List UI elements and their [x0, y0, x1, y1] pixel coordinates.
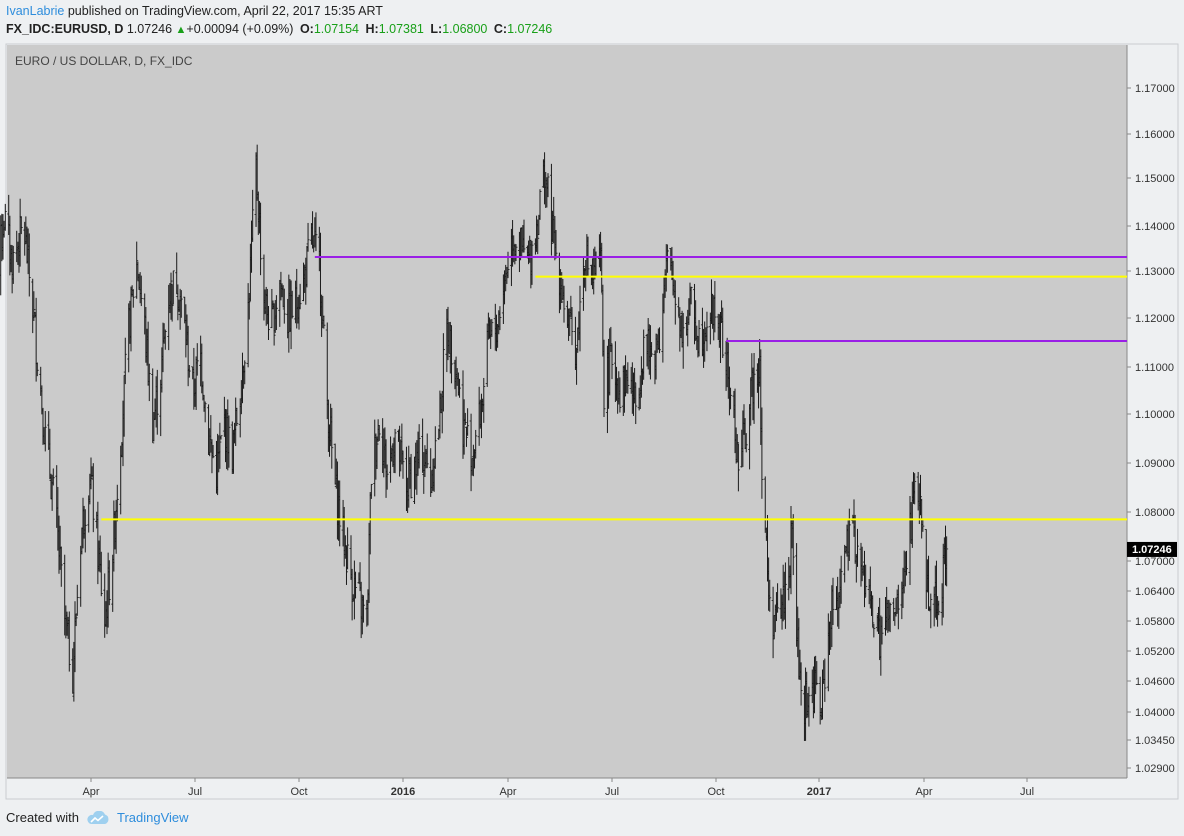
- tradingview-cloud-icon: [87, 810, 109, 824]
- author-link[interactable]: IvanLabrie: [6, 4, 65, 18]
- y-tick-label: 1.17000: [1135, 83, 1175, 95]
- x-tick-label: 2017: [807, 786, 831, 798]
- y-tick-label: 1.07000: [1135, 556, 1175, 568]
- high-label: H:: [365, 22, 379, 36]
- tradingview-link[interactable]: TradingView: [116, 810, 189, 825]
- y-tick-label: 1.08000: [1135, 507, 1175, 519]
- y-tick-label: 1.03450: [1135, 735, 1175, 747]
- y-tick-label: 1.06400: [1135, 586, 1175, 598]
- y-tick-label: 1.09000: [1135, 458, 1175, 470]
- y-tick-label: 1.04000: [1135, 707, 1175, 719]
- published-text: published on TradingView.com, April 22, …: [67, 4, 383, 18]
- x-tick-label: Oct: [707, 786, 724, 798]
- y-tick-label: 1.15000: [1135, 173, 1175, 185]
- x-tick-label: Jul: [605, 786, 619, 798]
- x-tick-label: Apr: [915, 786, 932, 798]
- plot-area[interactable]: [7, 45, 1127, 778]
- price-tag-label: 1.07246: [1132, 544, 1172, 556]
- price-axis[interactable]: 1.17000 1.16000 1.15000 1.14000 1.13000 1.120…: [1127, 83, 1175, 775]
- x-tick-label: Apr: [82, 786, 99, 798]
- close-value: 1.07246: [507, 22, 553, 36]
- y-tick-label: 1.13000: [1135, 266, 1175, 278]
- horizontal-levels[interactable]: [101, 256, 1127, 521]
- y-tick-label: 1.05800: [1135, 616, 1175, 628]
- open-value: 1.07154: [313, 22, 360, 36]
- ohlc-bars: [0, 144, 949, 741]
- close-label: C:: [493, 22, 508, 36]
- y-tick-label: 1.02900: [1135, 763, 1175, 775]
- x-tick-label: Jul: [1020, 786, 1034, 798]
- y-tick-label: 1.10000: [1135, 409, 1175, 421]
- high-value: 1.07381: [378, 22, 424, 36]
- price-tag: 1.07246: [1127, 541, 1177, 557]
- x-tick-label: 2016: [391, 786, 415, 798]
- last-price: 1.07246: [126, 22, 173, 36]
- x-tick-label: Apr: [499, 786, 516, 798]
- y-tick-label: 1.14000: [1135, 221, 1175, 233]
- y-tick-label: 1.12000: [1135, 313, 1175, 325]
- y-tick-label: 1.16000: [1135, 129, 1175, 141]
- low-value: 1.06800: [442, 22, 488, 36]
- publish-info: IvanLabrie published on TradingView.com,…: [6, 4, 383, 18]
- footer: Created with TradingView: [6, 810, 189, 825]
- x-tick-label: Jul: [188, 786, 202, 798]
- chart-title: EURO / US DOLLAR, D, FX_IDC: [15, 54, 193, 68]
- created-with-text: Created with: [6, 810, 79, 825]
- up-arrow-icon: ▲: [175, 24, 187, 36]
- x-tick-label: Oct: [290, 786, 307, 798]
- time-axis[interactable]: Apr Jul Oct 2016 Apr Jul Oct 2017 Apr Jul: [82, 778, 1034, 798]
- y-tick-label: 1.05200: [1135, 646, 1175, 658]
- y-tick-label: 1.11000: [1135, 362, 1174, 374]
- open-label: O:: [299, 22, 314, 36]
- y-tick-label: 1.04600: [1135, 676, 1175, 688]
- symbol-info: FX_IDC:EURUSD, D 1.07246 ▲+0.00094 (+0.0…: [6, 22, 552, 36]
- low-label: L:: [430, 22, 443, 36]
- symbol-name: FX_IDC:EURUSD, D: [6, 22, 124, 36]
- price-change: +0.00094 (+0.09%): [186, 22, 294, 36]
